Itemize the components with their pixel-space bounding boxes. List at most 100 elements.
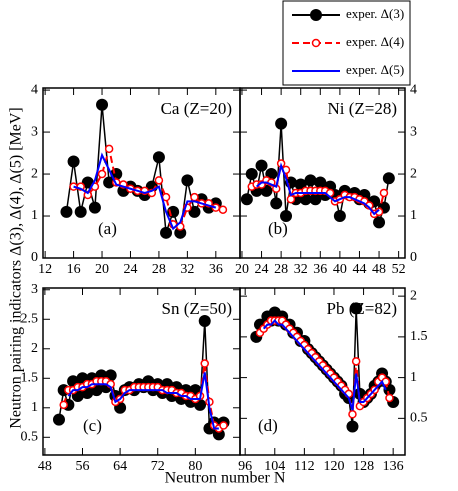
y-tick-label: 1 [31, 400, 38, 415]
data-point [348, 410, 357, 419]
x-tick-label: 20 [235, 262, 249, 277]
x-tick-label: 112 [294, 459, 314, 474]
y-tick-label: 3 [410, 124, 417, 139]
data-point [351, 357, 361, 366]
data-point [190, 192, 199, 202]
legend-label: exper. Δ(3) [346, 6, 404, 21]
data-point [74, 205, 87, 218]
panel-label: (a) [98, 219, 117, 238]
data-point [245, 168, 258, 181]
data-point [333, 210, 346, 223]
x-tick-label: 36 [313, 262, 327, 277]
x-tick-label: 32 [294, 262, 308, 277]
series-line [67, 372, 219, 430]
x-tick-label: 128 [353, 459, 374, 474]
data-point [160, 226, 173, 239]
data-point [200, 359, 209, 368]
series-line [255, 162, 380, 216]
x-tick-label: 52 [392, 262, 406, 277]
data-point [97, 169, 107, 179]
data-point [174, 226, 187, 239]
y-tick-label: 0 [31, 250, 38, 265]
y-tick-label: 1 [410, 208, 417, 223]
data-point [103, 176, 116, 189]
panel-title: Ca (Z=20) [161, 99, 232, 118]
x-tick-label: 28 [274, 262, 288, 277]
x-tick-label: 72 [151, 459, 165, 474]
x-tick-label: 104 [264, 459, 285, 474]
data-point [154, 176, 164, 185]
y-tick-label: 0.5 [410, 411, 428, 426]
x-tick-label: 44 [352, 262, 366, 277]
data-point [275, 117, 288, 130]
y-tick-label: 2.5 [21, 311, 39, 326]
data-point [81, 176, 94, 189]
x-tick-label: 24 [255, 262, 269, 277]
y-tick-label: 1.5 [410, 329, 428, 344]
y-tick-label: 0 [410, 250, 417, 265]
plot-frame [239, 287, 406, 456]
x-tick-label: 136 [383, 459, 404, 474]
plot-frame [239, 87, 406, 259]
data-point [181, 174, 194, 187]
x-tick-label: 120 [323, 459, 344, 474]
x-tick-label: 40 [333, 262, 347, 277]
data-point [280, 210, 293, 223]
panel-label: (b) [268, 219, 288, 238]
data-point [218, 205, 228, 214]
y-axis-label: Neutron pairing indicators Δ(3), Δ(4), Δ… [8, 107, 25, 428]
y-tick-label: 2 [410, 288, 417, 303]
y-tick-label: 3 [31, 124, 38, 139]
data-point [152, 151, 165, 164]
y-tick-label: 1 [31, 208, 38, 223]
data-point [96, 98, 109, 111]
data-point [67, 155, 80, 168]
series-line [73, 152, 217, 231]
data-point [188, 205, 201, 218]
y-tick-label: 2 [31, 166, 38, 181]
data-point [346, 420, 359, 433]
y-tick-label: 2 [31, 341, 38, 356]
data-point [385, 393, 394, 403]
data-point [255, 159, 268, 172]
y-tick-label: 1.5 [21, 371, 39, 386]
data-point [270, 197, 283, 210]
legend-marker [310, 9, 322, 21]
y-tick-label: 4 [410, 82, 417, 97]
data-point [314, 176, 327, 189]
legend-label: exper. Δ(4) [346, 34, 404, 49]
x-tick-label: 20 [95, 262, 109, 277]
x-tick-label: 96 [238, 459, 252, 474]
x-tick-label: 56 [75, 459, 89, 474]
data-point [373, 216, 386, 229]
data-point [104, 144, 114, 154]
panel-title: Ni (Z=28) [327, 99, 397, 118]
data-point [198, 315, 211, 328]
panel-title: Sn (Z=50) [162, 299, 233, 318]
x-tick-label: 80 [188, 459, 202, 474]
data-point [382, 172, 395, 185]
x-tick-label: 64 [113, 459, 127, 474]
data-point [59, 400, 68, 410]
x-tick-label: 16 [67, 262, 81, 277]
x-tick-label: 48 [372, 262, 386, 277]
y-tick-label: 1 [410, 370, 417, 385]
panel-label: (d) [258, 416, 278, 435]
panel-label: (c) [83, 416, 102, 435]
x-tick-label: 36 [209, 262, 223, 277]
data-point [88, 201, 101, 214]
data-point [60, 205, 73, 218]
series-line [262, 319, 387, 411]
x-tick-label: 32 [180, 262, 194, 277]
data-point [52, 413, 65, 426]
legend-label: exper. Δ(5) [346, 62, 404, 77]
x-tick-label: 48 [38, 459, 52, 474]
data-point [219, 421, 228, 430]
x-axis-label: Neutron number N [165, 470, 286, 487]
data-point [350, 302, 363, 315]
y-tick-label: 3 [31, 282, 38, 297]
x-tick-label: 24 [123, 262, 137, 277]
data-point [240, 193, 253, 206]
x-tick-label: 12 [38, 262, 52, 277]
